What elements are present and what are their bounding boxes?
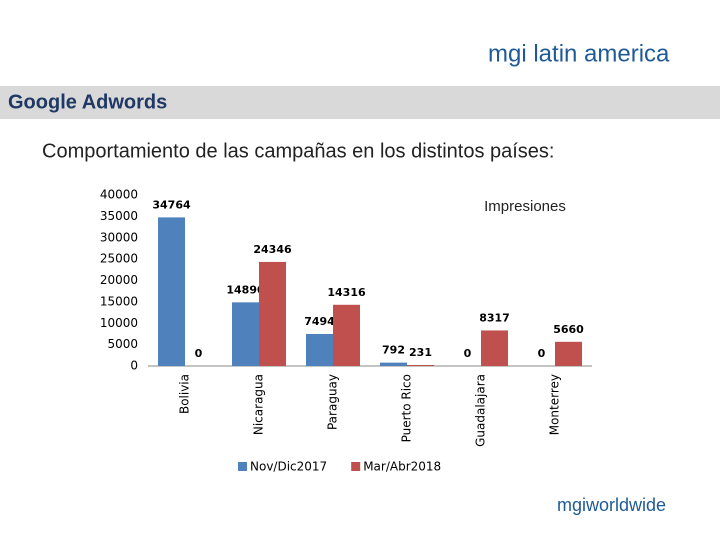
bar xyxy=(407,365,434,366)
x-tick-label: Paraguay xyxy=(326,374,340,430)
y-tick-label: 20000 xyxy=(100,273,138,287)
data-label: 0 xyxy=(464,347,472,360)
bar xyxy=(306,333,333,366)
legend-label: Nov/Dic2017 xyxy=(250,460,327,474)
y-tick-label: 15000 xyxy=(100,294,138,308)
bar xyxy=(555,341,582,366)
bar xyxy=(333,304,360,366)
x-tick-label: Puerto Rico xyxy=(400,374,414,442)
data-label: 14316 xyxy=(327,286,366,299)
data-label: 231 xyxy=(409,346,432,359)
bar xyxy=(259,261,286,366)
chart-title: Impresiones xyxy=(484,198,566,215)
x-tick-label: Nicaragua xyxy=(252,374,266,435)
section-band xyxy=(0,86,720,119)
data-label: 0 xyxy=(538,347,546,360)
y-tick-label: 35000 xyxy=(100,209,138,223)
bar xyxy=(158,217,185,366)
data-label: 5660 xyxy=(553,323,584,336)
data-label: 24346 xyxy=(253,243,292,256)
bar xyxy=(232,302,259,366)
y-tick-label: 25000 xyxy=(100,252,138,266)
data-label: 34764 xyxy=(152,198,191,211)
y-tick-label: 0 xyxy=(130,359,138,373)
legend-swatch xyxy=(351,462,361,471)
x-tick-label: Bolivia xyxy=(178,374,192,414)
section-title: Google Adwords xyxy=(8,91,167,113)
legend-swatch xyxy=(238,462,247,471)
y-tick-label: 40000 xyxy=(100,188,138,202)
data-label: 8317 xyxy=(479,311,510,324)
x-tick-label: Monterrey xyxy=(548,374,562,435)
data-label: 7494 xyxy=(304,315,335,328)
logo-top: mgi latin america xyxy=(488,40,670,67)
logo-bottom: mgiworldwide xyxy=(557,495,666,515)
bar xyxy=(481,330,508,366)
data-label: 0 xyxy=(195,347,203,360)
legend-label: Mar/Abr2018 xyxy=(363,460,441,474)
y-tick-label: 30000 xyxy=(100,230,138,244)
y-tick-label: 5000 xyxy=(107,337,138,351)
data-label: 14890 xyxy=(226,283,265,296)
subtitle: Comportamiento de las campañas en los di… xyxy=(42,140,555,162)
data-label: 792 xyxy=(382,344,405,357)
y-tick-label: 10000 xyxy=(100,316,138,330)
bar xyxy=(380,362,407,366)
x-tick-label: Guadalajara xyxy=(474,374,488,447)
